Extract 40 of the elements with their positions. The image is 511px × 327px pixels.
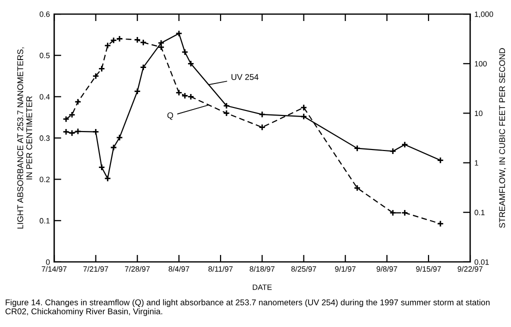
point (401, 209, 408, 216)
point (134, 88, 141, 95)
point (140, 39, 147, 46)
text: Q (167, 112, 174, 120)
point (92, 128, 100, 136)
point (175, 89, 182, 96)
point (187, 60, 194, 68)
y2-axis-title: STREAMFLOW, IN CUBIC FEET PER SECOND (499, 48, 506, 228)
point (258, 110, 266, 118)
point (187, 93, 194, 100)
point (98, 65, 106, 72)
point (158, 44, 165, 51)
point (354, 184, 361, 192)
caption: Figure 14. Changes in streamflow (Q) and light absorbance at 253.7 nanometers (UV 254) during the 1997 summer storm at station CR02, Chickahominy River Basin, Virginia. (6, 299, 490, 316)
point (181, 48, 188, 56)
point (300, 104, 308, 112)
y-axis-title: LIGHT ABSORBANCE AT 253.7 NANOMETERS, IN PER CENTIMETER (17, 48, 32, 229)
point (134, 36, 141, 44)
point (258, 124, 266, 131)
point (110, 144, 118, 151)
text: UV 254 (232, 74, 258, 80)
point (62, 116, 70, 123)
point (140, 64, 147, 71)
point (175, 30, 182, 37)
point (389, 148, 396, 155)
point (389, 209, 396, 216)
point (223, 102, 230, 110)
point (181, 92, 188, 100)
point (116, 134, 124, 142)
point (98, 164, 106, 171)
point (68, 111, 76, 118)
point (104, 42, 112, 49)
point (300, 113, 308, 120)
point (401, 141, 408, 148)
point (223, 110, 230, 117)
point (436, 220, 444, 228)
point (354, 144, 361, 152)
point (104, 175, 112, 182)
point (74, 98, 82, 106)
point (92, 72, 100, 80)
